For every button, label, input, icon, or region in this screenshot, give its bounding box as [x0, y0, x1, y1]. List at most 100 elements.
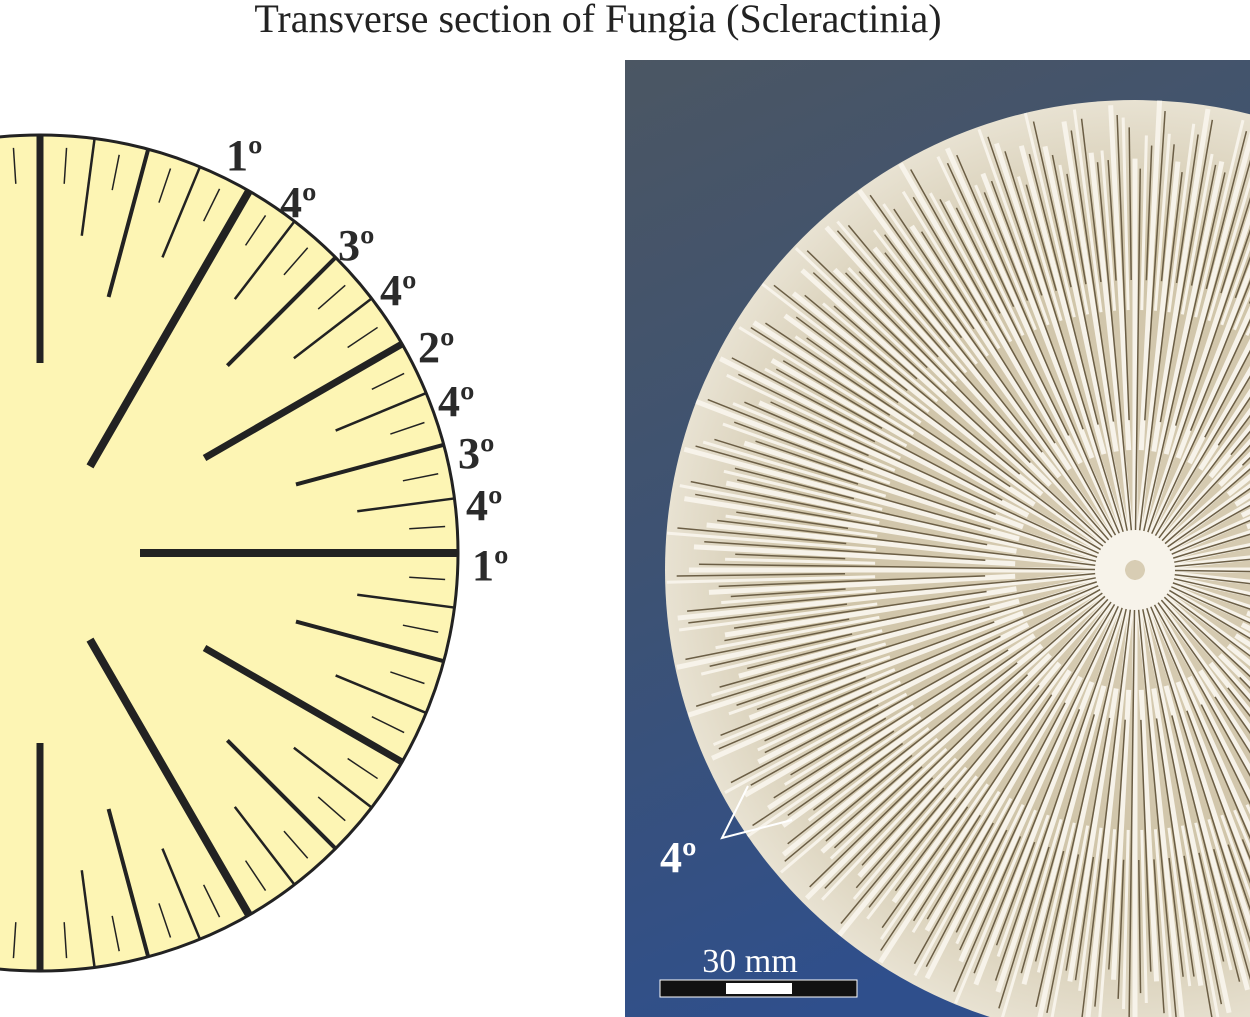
coral-septum [1061, 121, 1119, 452]
coral-groove [920, 231, 1056, 444]
coral-septum [1207, 176, 1250, 322]
coral-septum [847, 266, 958, 383]
coral-groove [1094, 858, 1110, 1007]
coral-septum [1233, 809, 1250, 852]
coral-septum [712, 668, 896, 746]
coral-groove [824, 777, 934, 889]
coral-groove [1146, 607, 1250, 943]
coral-groove [1028, 153, 1099, 425]
coral-groove [1174, 558, 1250, 568]
septum [86, 189, 253, 469]
coral-septum [794, 335, 922, 424]
coral-groove [736, 511, 849, 530]
coral-groove [688, 603, 848, 624]
coral-groove [750, 588, 1101, 786]
septum [409, 576, 446, 581]
coral-septum [1194, 822, 1233, 971]
coral-septum [1098, 829, 1117, 1017]
coral-groove [1160, 599, 1250, 703]
coral-groove [1081, 609, 1132, 1017]
septum [409, 525, 446, 530]
coral-septum [1163, 131, 1250, 455]
coral-septum [1058, 164, 1090, 315]
coral-septum [804, 653, 1052, 901]
coral-septum [1138, 689, 1160, 982]
coral-septum [1088, 152, 1137, 561]
coral-septum [721, 588, 876, 605]
coral-septum [1037, 579, 1136, 1017]
coral-groove [1144, 110, 1166, 421]
coral-septum [1139, 575, 1250, 702]
coral-groove [1174, 573, 1250, 585]
coral-septum [711, 571, 1127, 761]
coral-groove [1186, 710, 1250, 884]
coral-septum [724, 586, 1017, 638]
coral-groove [690, 480, 851, 515]
coral-septum [1139, 438, 1250, 565]
coral-groove [1142, 609, 1223, 1005]
coral-septum [1133, 161, 1181, 561]
coral-septum [1122, 829, 1130, 1010]
coral-groove [1189, 279, 1250, 431]
coral-septum [706, 522, 1126, 572]
coral-groove [1171, 586, 1250, 624]
coral-groove [1140, 719, 1152, 972]
coral-septum [1144, 543, 1250, 571]
septum [335, 391, 427, 432]
coral-groove [1198, 852, 1225, 962]
coral-septum [695, 399, 1024, 530]
coral-groove [784, 754, 913, 862]
coral-septum [878, 669, 1072, 964]
coral-groove [677, 527, 847, 545]
coral-groove [1116, 114, 1130, 421]
coral-septum [995, 578, 1135, 993]
septa-labels: 1º 4º 3º 4º 2º 4º 3º 4º 1º [226, 131, 509, 590]
coral-groove [737, 479, 1097, 562]
coral-septum [824, 225, 1131, 565]
septa-diagram [0, 133, 460, 973]
coral-groove [685, 577, 1096, 661]
septum-label: 4º [280, 178, 317, 227]
coral-groove [1032, 121, 1072, 288]
coral-groove [813, 742, 904, 811]
coral-septum [891, 576, 1132, 904]
septum [371, 715, 405, 734]
coral-groove [787, 592, 1103, 816]
photo-annotation: 4º [660, 785, 793, 882]
coral-groove [893, 208, 975, 330]
coral-septum [1144, 555, 1250, 572]
coral-groove [955, 207, 1070, 436]
coral-septum [1187, 338, 1250, 465]
coral-groove [1153, 604, 1250, 777]
coral-groove [695, 445, 991, 531]
coral-septum [1021, 685, 1107, 985]
coral-septum [929, 192, 1013, 343]
coral-septum [1136, 578, 1250, 835]
coral-septum [1143, 571, 1250, 624]
coral-groove [987, 136, 1043, 296]
coral-groove [855, 787, 945, 889]
coral-groove [1183, 855, 1213, 1017]
septum-label: 3º [338, 221, 375, 270]
coral-groove [734, 467, 855, 500]
coral-septum [722, 422, 891, 485]
coral-groove [1065, 717, 1111, 971]
coral-septum [1138, 576, 1250, 733]
coral-groove [1171, 519, 1250, 555]
coral-septum [711, 642, 887, 697]
coral-septum [872, 229, 978, 365]
coral-septum [791, 291, 1044, 497]
coral-groove [1163, 596, 1250, 678]
coral-groove [698, 563, 1096, 571]
coral-groove [1153, 859, 1165, 1014]
coral-septum [1142, 572, 1250, 640]
coral-groove [1150, 606, 1250, 840]
coral-septum [1138, 100, 1163, 451]
coral-groove [955, 829, 1008, 933]
coral-groove [709, 633, 853, 667]
coral-groove [1175, 134, 1199, 284]
coral-septum [913, 797, 1013, 977]
coral-groove [695, 581, 1098, 707]
coral-septum [980, 172, 1095, 459]
coral-septum [1163, 685, 1250, 991]
